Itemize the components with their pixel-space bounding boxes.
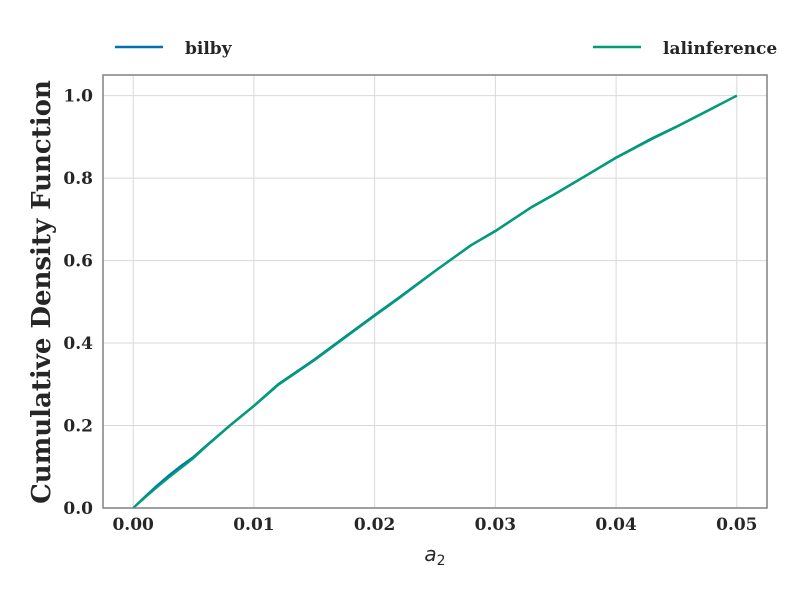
legend-label: bilby [185,39,233,59]
x-tick-label: 0.05 [716,515,757,535]
grid [103,75,767,509]
legend-item-lalinference: lalinference [593,39,777,59]
x-tick-label: 0.04 [595,515,637,535]
y-tick-label: 0.6 [63,252,93,272]
x-tick-label: 0.03 [475,515,516,535]
x-axis-label-subscript: 2 [437,553,446,569]
y-tick-label: 0.0 [63,499,93,519]
y-tick-label: 1.0 [63,87,93,107]
y-tick-labels: 0.0 0.2 0.4 0.6 0.8 1.0 [63,87,93,519]
x-axis-label-main: a [424,542,436,566]
legend: bilby lalinference [115,39,777,59]
legend-item-bilby: bilby [115,39,233,59]
plot-frame [102,74,768,509]
y-tick-label: 0.4 [63,334,93,354]
x-tick-labels: 0.00 0.01 0.02 0.03 0.04 0.05 [112,515,757,535]
y-tick-label: 0.8 [63,169,93,189]
y-tick-label: 0.2 [63,417,93,437]
x-tick-label: 0.02 [354,515,395,535]
series-line-lalinference [132,94,738,509]
x-axis-label: a2 [424,542,445,569]
series-lines [132,94,738,509]
legend-label: lalinference [663,39,777,59]
x-tick-label: 0.01 [233,515,274,535]
x-tick-label: 0.00 [112,515,154,535]
series-line-bilby [132,94,738,509]
y-axis-label: Cumulative Density Function [27,80,57,504]
